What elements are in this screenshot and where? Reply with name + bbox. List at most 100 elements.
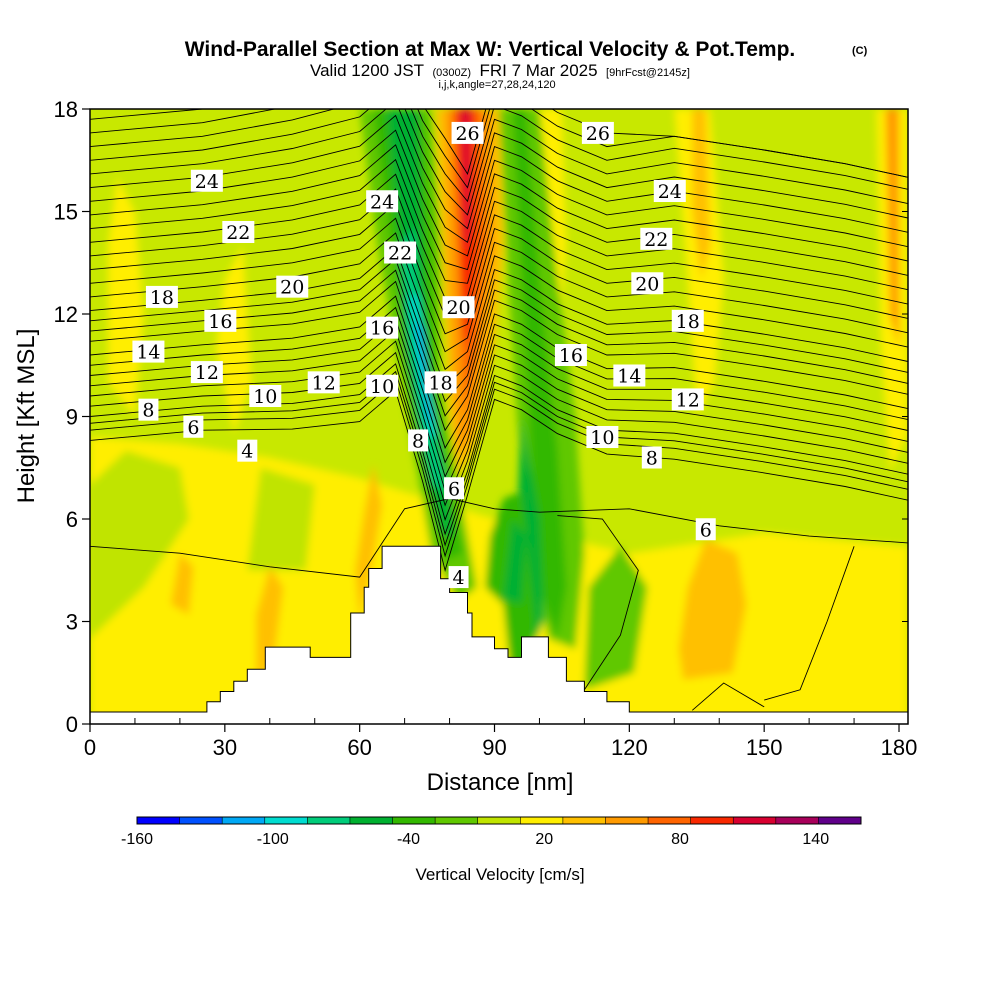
x-axis: 0 30 60 90 120 150 180 xyxy=(84,718,917,760)
theta-line-right xyxy=(764,546,855,701)
colorbar-swatch xyxy=(690,817,734,824)
colorbar-swatch xyxy=(137,817,181,824)
contour-label-box xyxy=(237,439,258,462)
colorbar-tick-label: 140 xyxy=(802,831,829,848)
contour-label-box xyxy=(671,388,704,411)
contour-label-text: 10 xyxy=(370,376,394,398)
contour-label-text: 26 xyxy=(455,123,479,145)
contour-label-box xyxy=(222,221,255,243)
contour-label: 12 xyxy=(307,371,340,394)
contour-label: 16 xyxy=(554,344,587,367)
contour-label-box xyxy=(384,241,417,264)
contour-label-text: 12 xyxy=(312,372,336,394)
theta-line xyxy=(90,295,908,449)
contour-label-text: 8 xyxy=(412,430,424,452)
x-tick-label: 180 xyxy=(881,735,918,760)
field-orange-low1 xyxy=(256,566,284,690)
y-axis-label: Height [Kft MSL] xyxy=(13,329,40,504)
contour-label: 24 xyxy=(190,169,223,193)
theta-line xyxy=(90,202,908,335)
contour-label: 10 xyxy=(249,385,282,408)
theta-line xyxy=(90,318,908,478)
theta-contours xyxy=(90,109,908,711)
theta-line xyxy=(90,363,908,536)
contour-label-box xyxy=(145,285,178,308)
contour-label-box xyxy=(448,566,469,589)
contour-label-text: 22 xyxy=(388,243,412,265)
colorbar-swatch xyxy=(264,817,308,824)
valid-utc: (0300Z) xyxy=(433,67,472,79)
contour-label: 4 xyxy=(448,566,469,589)
contour-label-box xyxy=(671,309,704,332)
colorbar-tick-label: 80 xyxy=(671,831,689,848)
y-axis: 0 3 6 9 12 15 18 xyxy=(54,97,908,737)
contour-label-text: 10 xyxy=(253,386,277,408)
colorbar-tick-label: -160 xyxy=(121,831,153,848)
contour-label-box xyxy=(640,227,673,250)
contour-label: 14 xyxy=(132,340,165,364)
contour-label-box xyxy=(613,364,646,387)
colorbar: -160 -100 -40 20 80 140 xyxy=(121,816,862,848)
contour-label-text: 6 xyxy=(700,519,712,541)
x-tick-label: 60 xyxy=(347,735,371,760)
x-tick-label: 90 xyxy=(482,735,506,760)
colorbar-tick-label: -40 xyxy=(397,831,420,848)
field-updraft-left2 xyxy=(215,245,252,434)
contour-label-box xyxy=(653,180,686,202)
contour-label-box xyxy=(366,316,399,339)
theta-line xyxy=(90,329,908,493)
contour-label-text: 18 xyxy=(676,311,700,333)
y-tick-label: 0 xyxy=(66,712,78,737)
colorbar-frame xyxy=(136,816,862,825)
contour-label-text: 8 xyxy=(646,448,658,470)
contour-label-box xyxy=(276,275,309,298)
theta-line xyxy=(90,109,908,203)
colorbar-swatch xyxy=(562,817,606,824)
colorbar-swatch xyxy=(733,817,777,824)
contour-label-text: 16 xyxy=(208,311,232,333)
contour-label: 10 xyxy=(586,426,619,449)
theta-line xyxy=(90,280,908,432)
theta-line xyxy=(90,109,908,230)
theta-line xyxy=(90,390,908,572)
contour-label-box xyxy=(442,296,475,319)
chart-title: Wind-Parallel Section at Max W: Vertical… xyxy=(185,38,796,61)
contour-label: 24 xyxy=(366,190,399,213)
contour-label-box xyxy=(581,121,614,144)
colorbar-swatch xyxy=(307,817,351,824)
theta-line-low xyxy=(90,498,908,578)
colorbar-swatch xyxy=(435,817,479,824)
theta-line xyxy=(90,114,908,244)
contour-label: 10 xyxy=(366,374,399,398)
contour-label-box xyxy=(695,518,716,541)
y-tick-label: 9 xyxy=(66,405,78,430)
contour-label-text: 20 xyxy=(446,297,470,319)
theta-line xyxy=(90,232,908,371)
theta-line-valley xyxy=(557,515,639,691)
contour-label-box xyxy=(586,426,619,448)
contour-label-text: 16 xyxy=(559,345,583,367)
contour-label-box xyxy=(424,371,457,394)
theta-contour-labels: 26 26 24 24 24 22 22 22 20 20 20 18 18 18 16 16 16 14 14 12… xyxy=(132,121,716,589)
theta-line xyxy=(90,246,908,388)
grid-indices: i,j,k,angle=27,28,24,120 xyxy=(438,79,555,91)
theta-line xyxy=(90,269,908,417)
colorbar-label: Vertical Velocity [cm/s] xyxy=(415,865,584,884)
theta-line xyxy=(90,109,908,216)
y-tick-label: 6 xyxy=(66,507,78,532)
contour-label-box xyxy=(204,309,237,332)
contour-label-box xyxy=(183,415,204,438)
contour-label: 22 xyxy=(640,227,673,251)
contour-label-box xyxy=(249,385,282,407)
contour-label: 18 xyxy=(424,371,457,394)
field-weak-mid xyxy=(247,467,315,571)
y-tick-label: 3 xyxy=(66,610,78,635)
y-tick-label: 15 xyxy=(54,200,78,225)
contour-label: 12 xyxy=(190,361,223,384)
theta-line xyxy=(90,378,908,558)
colorbar-swatch xyxy=(648,817,692,824)
theta-line xyxy=(90,258,908,403)
contour-label: 4 xyxy=(237,439,258,463)
contour-label-box xyxy=(190,361,223,384)
